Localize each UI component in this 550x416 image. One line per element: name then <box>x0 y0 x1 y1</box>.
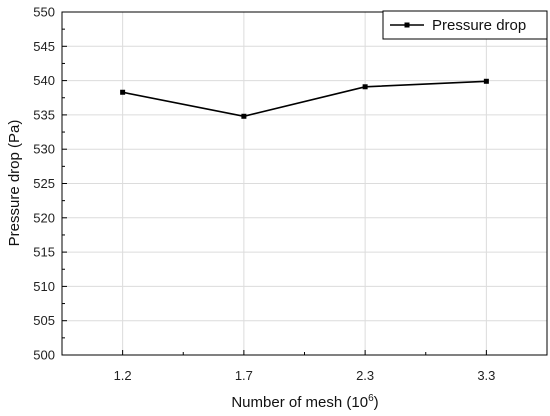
x-tick-label: 3.3 <box>477 368 495 383</box>
y-tick-label: 540 <box>33 73 55 88</box>
y-tick-label: 530 <box>33 142 55 157</box>
x-axis-title-main: Number of mesh (10 <box>231 394 368 411</box>
y-tick-label: 520 <box>33 210 55 225</box>
y-tick-label: 535 <box>33 107 55 122</box>
data-point <box>483 78 489 84</box>
x-axis-title-superscript: 6 <box>368 393 374 404</box>
data-point <box>120 89 126 95</box>
y-axis: 500 505 510 515 520 525 530 535 540 545 550 <box>33 5 67 363</box>
legend: Pressure drop <box>382 10 548 40</box>
data-point <box>362 84 368 90</box>
x-tick-label: 1.2 <box>114 368 132 383</box>
data-point <box>241 113 247 119</box>
y-tick-label: 515 <box>33 245 55 260</box>
y-axis-title: Pressure drop (Pa) <box>6 120 23 247</box>
x-axis-title: Number of mesh (106) <box>231 393 378 411</box>
y-tick-label: 510 <box>33 279 55 294</box>
y-tick-label: 505 <box>33 313 55 328</box>
x-axis-title-suffix: ) <box>374 394 379 411</box>
series-layer <box>120 78 489 119</box>
x-tick-label: 1.7 <box>235 368 253 383</box>
y-tick-label: 550 <box>33 5 55 20</box>
x-axis: 1.2 1.7 2.3 3.3 <box>61 350 548 383</box>
y-tick-label: 525 <box>33 176 55 191</box>
y-tick-label: 500 <box>33 348 55 363</box>
grid <box>62 12 547 355</box>
series-line <box>122 80 487 118</box>
legend-label: Pressure drop <box>432 17 526 34</box>
y-tick-label: 545 <box>33 39 55 54</box>
x-tick-label: 2.3 <box>356 368 374 383</box>
legend-marker <box>404 22 410 28</box>
